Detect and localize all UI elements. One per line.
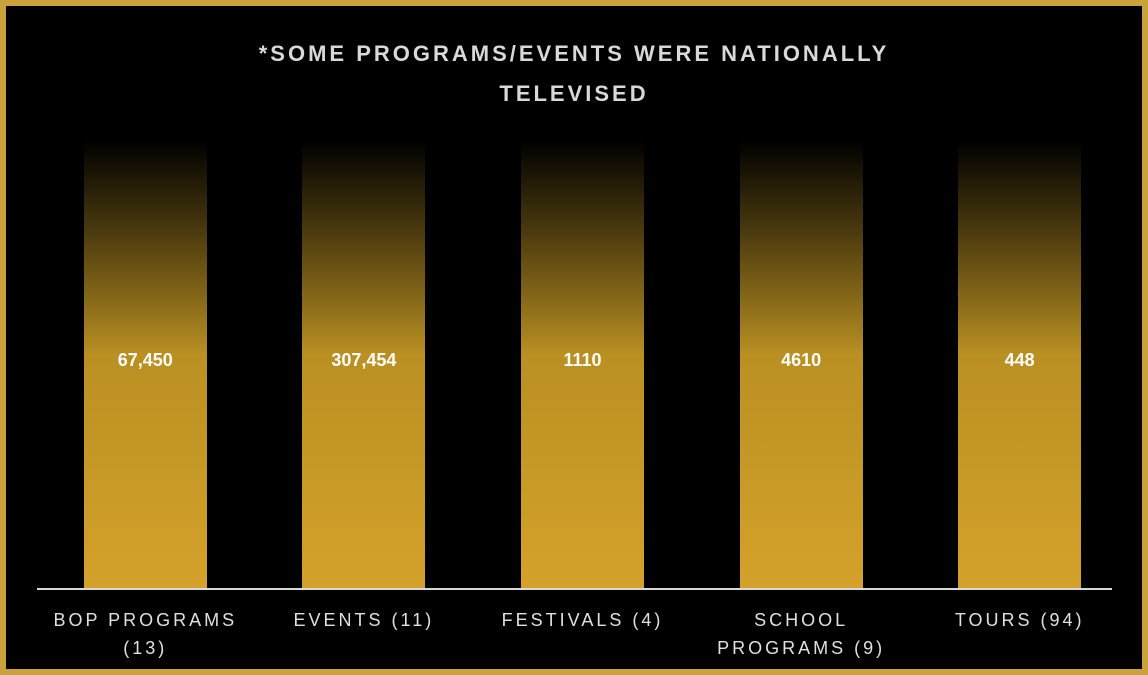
bar	[958, 140, 1082, 588]
x-tick-label: TOURS (94)	[954, 610, 1085, 630]
data-label: 307,454	[331, 350, 397, 370]
data-label: 1110	[563, 350, 602, 370]
bar	[302, 140, 426, 588]
bar	[739, 140, 863, 588]
x-tick-label: SCHOOL PROGRAMS (9)	[717, 610, 886, 658]
axis-line	[37, 588, 1112, 590]
data-label: 448	[1004, 350, 1035, 370]
data-label: 4610	[781, 350, 822, 370]
bar	[83, 140, 207, 588]
x-tick-label: EVENTS (11)	[293, 610, 435, 630]
chart-title: *SOME PROGRAMS/EVENTS WERE NATIONALLY TE…	[258, 41, 890, 106]
x-tick-label: FESTIVALS (4)	[501, 610, 664, 630]
data-label: 67,450	[117, 350, 173, 370]
bar	[521, 140, 644, 588]
x-tick-label: BOP PROGRAMS (13)	[53, 610, 238, 658]
